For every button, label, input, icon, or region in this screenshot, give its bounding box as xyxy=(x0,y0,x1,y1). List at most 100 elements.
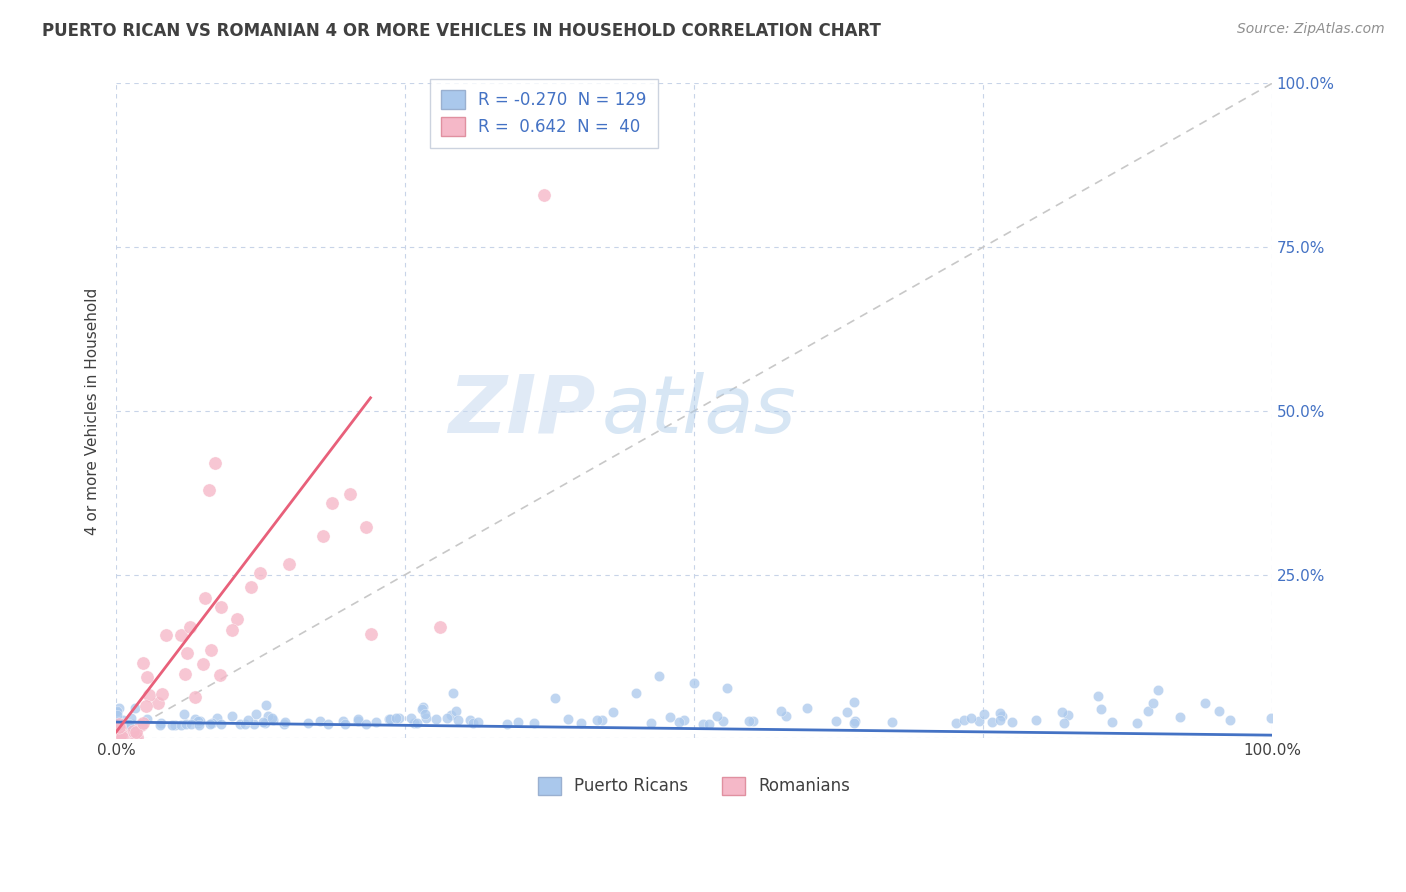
Point xyxy=(176,646,198,660)
Point xyxy=(107,707,129,722)
Point xyxy=(835,705,858,719)
Point xyxy=(122,723,145,738)
Point xyxy=(146,696,169,710)
Y-axis label: 4 or more Vehicles in Household: 4 or more Vehicles in Household xyxy=(86,287,100,534)
Point xyxy=(201,715,224,730)
Point xyxy=(236,713,259,727)
Point xyxy=(460,714,482,728)
Text: Source: ZipAtlas.com: Source: ZipAtlas.com xyxy=(1237,22,1385,37)
Point xyxy=(1136,704,1159,718)
Point xyxy=(1052,716,1074,731)
Point xyxy=(209,600,232,615)
Point xyxy=(953,713,976,727)
Point xyxy=(297,715,319,730)
Point xyxy=(378,712,401,726)
Point xyxy=(129,718,152,732)
Point xyxy=(121,717,143,731)
Point xyxy=(413,706,436,721)
Point xyxy=(107,730,129,744)
Point xyxy=(496,716,519,731)
Point xyxy=(844,714,866,728)
Point xyxy=(648,669,671,683)
Point xyxy=(988,713,1011,727)
Point xyxy=(229,717,252,731)
Point xyxy=(377,712,399,726)
Point xyxy=(447,713,470,727)
Point xyxy=(672,713,695,727)
Point xyxy=(973,706,995,721)
Point xyxy=(775,709,797,723)
Legend: Puerto Ricans, Romanians: Puerto Ricans, Romanians xyxy=(531,770,858,802)
Point xyxy=(205,711,228,725)
Point xyxy=(221,623,243,637)
Point xyxy=(463,715,485,730)
Point xyxy=(1101,714,1123,729)
Point xyxy=(187,714,209,729)
Point xyxy=(591,713,613,727)
Point xyxy=(347,714,370,729)
Point xyxy=(242,717,264,731)
Point xyxy=(309,714,332,729)
Point xyxy=(184,712,207,726)
Point xyxy=(136,670,159,684)
Point xyxy=(124,701,146,715)
Point xyxy=(1168,710,1191,724)
Point xyxy=(260,711,283,725)
Point xyxy=(173,707,195,722)
Point xyxy=(225,612,247,626)
Point xyxy=(188,714,211,729)
Point xyxy=(155,628,177,642)
Point xyxy=(107,704,129,718)
Point xyxy=(585,713,607,727)
Point xyxy=(194,591,217,606)
Point xyxy=(197,483,219,497)
Point xyxy=(1208,704,1230,718)
Point xyxy=(354,520,377,534)
Point xyxy=(188,717,211,731)
Point xyxy=(796,701,818,715)
Point xyxy=(125,730,148,744)
Point xyxy=(1057,707,1080,722)
Point xyxy=(174,667,197,681)
Point xyxy=(668,714,690,729)
Point xyxy=(125,724,148,739)
Point xyxy=(110,727,132,741)
Point xyxy=(107,706,129,720)
Point xyxy=(132,716,155,731)
Point xyxy=(1087,690,1109,704)
Point xyxy=(945,716,967,731)
Point xyxy=(335,716,357,731)
Point xyxy=(165,718,187,732)
Text: PUERTO RICAN VS ROMANIAN 4 OR MORE VEHICLES IN HOUSEHOLD CORRELATION CHART: PUERTO RICAN VS ROMANIAN 4 OR MORE VEHIC… xyxy=(42,22,882,40)
Point xyxy=(118,717,141,731)
Point xyxy=(107,717,129,731)
Point xyxy=(198,717,221,731)
Point xyxy=(770,704,793,718)
Point xyxy=(388,711,411,725)
Point xyxy=(347,712,370,726)
Point xyxy=(742,714,765,729)
Point xyxy=(366,714,388,729)
Point xyxy=(112,715,135,730)
Point xyxy=(1025,714,1047,728)
Point xyxy=(1194,696,1216,710)
Point xyxy=(467,715,489,730)
Point xyxy=(254,716,277,731)
Point xyxy=(233,717,256,731)
Point xyxy=(429,620,451,634)
Point xyxy=(240,580,263,594)
Point xyxy=(1260,711,1282,725)
Point xyxy=(1090,702,1112,716)
Point xyxy=(107,717,129,731)
Point xyxy=(436,711,458,725)
Point xyxy=(160,718,183,732)
Point xyxy=(136,713,159,727)
Point xyxy=(882,714,904,729)
Point xyxy=(124,730,146,744)
Text: ZIP: ZIP xyxy=(449,372,596,450)
Point xyxy=(245,707,267,722)
Point xyxy=(1219,714,1241,728)
Point xyxy=(640,715,662,730)
Point xyxy=(174,716,197,731)
Point xyxy=(692,717,714,731)
